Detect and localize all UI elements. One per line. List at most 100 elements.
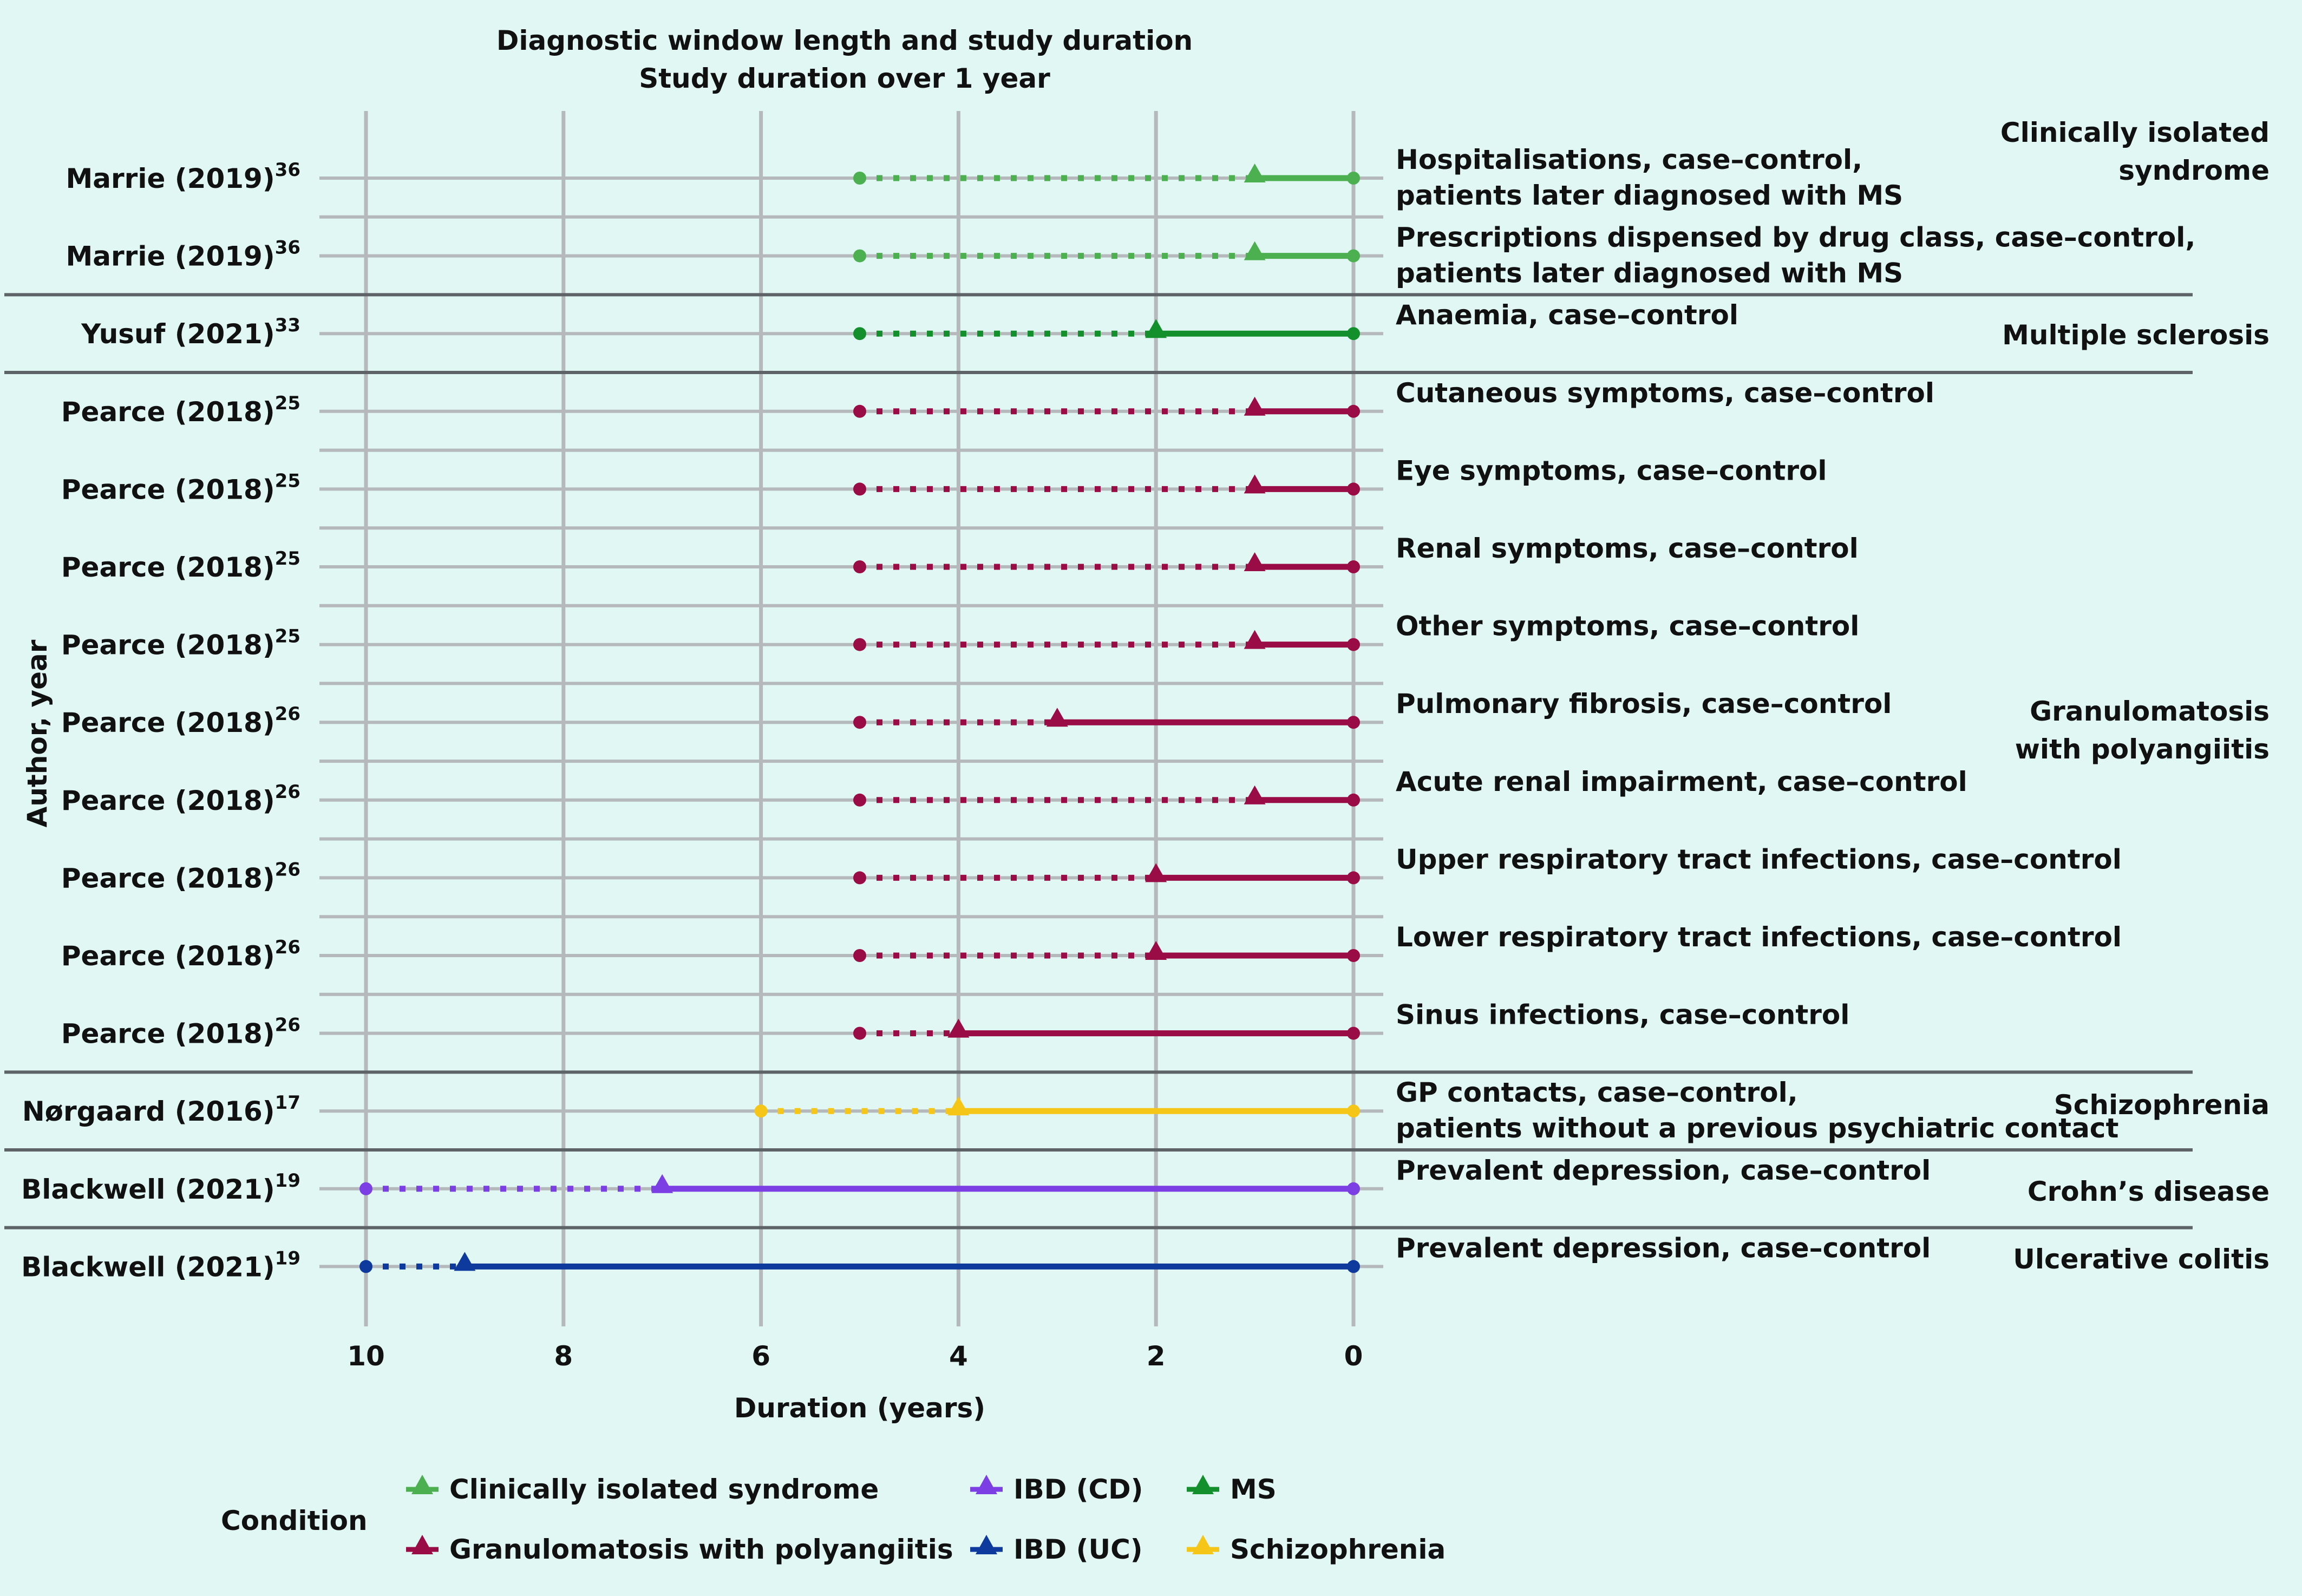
row-description-line: Prevalent depression, case–control bbox=[1396, 1232, 1931, 1264]
group-label: Ulcerative colitis bbox=[2013, 1244, 2270, 1275]
study-start-point bbox=[853, 482, 866, 496]
author-name: Pearce (2018) bbox=[61, 396, 275, 428]
timeline-row: Pearce (2018)26 Sinus infections, case–co… bbox=[61, 999, 1850, 1050]
legend-label: MS bbox=[1230, 1474, 1277, 1505]
legend-label: Schizophrenia bbox=[1230, 1534, 1446, 1565]
x-tick-label: 10 bbox=[347, 1340, 385, 1372]
legend-triangle bbox=[976, 1475, 997, 1494]
window-start-triangle bbox=[1244, 785, 1266, 804]
timeline-row: Blackwell (2021)19 Prevalent depression, … bbox=[21, 1155, 1931, 1205]
timeline-row: Pearce (2018)25 Renal symptoms, case–cont… bbox=[61, 533, 1859, 583]
rows-layer: Marrie (2019)36 Hospitalisations, case–co… bbox=[21, 144, 2195, 1283]
author-name: Pearce (2018) bbox=[61, 785, 275, 816]
author-name: Pearce (2018) bbox=[61, 862, 275, 894]
row-description-line: GP contacts, case–control, bbox=[1396, 1077, 1798, 1108]
author-label: Blackwell (2021)19 bbox=[21, 1247, 300, 1283]
window-start-triangle bbox=[947, 1096, 970, 1116]
timeline-row: Pearce (2018)26 Acute renal impairment, c… bbox=[61, 766, 1967, 816]
row-description: Prescriptions dispensed by drug class, c… bbox=[1396, 222, 2195, 289]
reference-superscript: 19 bbox=[275, 1170, 300, 1192]
row-description-line: Lower respiratory tract infections, case… bbox=[1396, 921, 2122, 953]
author-label: Pearce (2018)25 bbox=[61, 626, 300, 661]
timeline-row: Pearce (2018)25 Cutaneous symptoms, case–… bbox=[61, 377, 1934, 428]
legend-triangle bbox=[1192, 1475, 1214, 1494]
timeline-row: Pearce (2018)26 Lower respiratory tract i… bbox=[61, 921, 2122, 972]
window-start-triangle bbox=[1244, 474, 1266, 494]
group-label-layer: Clinically isolated syndrome Multiple scle… bbox=[2000, 117, 2270, 1275]
x-tick-label: 4 bbox=[949, 1340, 968, 1372]
window-start-triangle bbox=[1244, 163, 1266, 182]
author-label: Marrie (2019)36 bbox=[66, 237, 300, 272]
author-name: Yusuf (2021) bbox=[81, 318, 275, 350]
author-name: Marrie (2019) bbox=[66, 241, 275, 272]
timeline-row: Pearce (2018)25 Other symptoms, case–cont… bbox=[61, 611, 1860, 661]
window-start-triangle bbox=[1244, 552, 1266, 571]
row-description-line: patients without a previous psychiatric … bbox=[1396, 1113, 2118, 1144]
window-start-triangle bbox=[1145, 319, 1167, 338]
study-start-point bbox=[853, 249, 866, 263]
timeline-row: Pearce (2018)26 Pulmonary fibrosis, case–… bbox=[61, 688, 1892, 738]
row-description-line: Prevalent depression, case–control bbox=[1396, 1155, 1931, 1186]
reference-superscript: 26 bbox=[275, 781, 300, 803]
author-label: Marrie (2019)36 bbox=[66, 159, 300, 194]
row-description-line: Hospitalisations, case–control, bbox=[1396, 144, 1862, 175]
reference-superscript: 25 bbox=[275, 548, 300, 570]
study-start-point bbox=[359, 1182, 372, 1195]
reference-superscript: 19 bbox=[275, 1247, 300, 1269]
x-tick-label: 6 bbox=[751, 1340, 770, 1372]
row-description: Pulmonary fibrosis, case–control bbox=[1396, 688, 1892, 719]
legend-item: IBD (CD) bbox=[970, 1474, 1143, 1505]
group-label-line: Clinically isolated bbox=[2000, 117, 2270, 148]
legend-item: Granulomatosis with polyangiitis bbox=[406, 1534, 953, 1565]
window-start-triangle bbox=[1145, 941, 1167, 960]
x-tick-layer: 10 8 6 4 2 0 bbox=[347, 1340, 1363, 1372]
row-description: Sinus infections, case–control bbox=[1396, 999, 1849, 1031]
window-start-triangle bbox=[1244, 241, 1266, 260]
row-description-line: Anaemia, case–control bbox=[1396, 299, 1738, 331]
timeline-row: Blackwell (2021)19 Prevalent depression, … bbox=[21, 1232, 1931, 1283]
group-label-line: syndrome bbox=[2118, 155, 2270, 186]
author-label: Pearce (2018)26 bbox=[61, 859, 300, 894]
timeline-row: Pearce (2018)26 Upper respiratory tract i… bbox=[61, 843, 2122, 894]
author-label: Pearce (2018)26 bbox=[61, 1015, 300, 1050]
reference-superscript: 25 bbox=[275, 626, 300, 647]
group-label: Clinically isolated syndrome bbox=[2000, 117, 2270, 186]
row-description-line: Sinus infections, case–control bbox=[1396, 999, 1849, 1031]
reference-superscript: 17 bbox=[275, 1092, 300, 1114]
legend-layer: Clinically isolated syndrome Granulomatos… bbox=[406, 1474, 1446, 1565]
end-point bbox=[1347, 949, 1360, 962]
row-description: Lower respiratory tract infections, case… bbox=[1396, 921, 2122, 953]
study-start-point bbox=[853, 1026, 866, 1040]
study-start-point bbox=[853, 949, 866, 962]
end-point bbox=[1347, 560, 1360, 573]
end-point bbox=[1347, 638, 1360, 651]
reference-superscript: 36 bbox=[275, 159, 300, 181]
study-start-point bbox=[853, 871, 866, 885]
window-start-triangle bbox=[1244, 630, 1266, 649]
author-label: Blackwell (2021)19 bbox=[21, 1170, 300, 1205]
end-point bbox=[1347, 1182, 1360, 1195]
author-name: Marrie (2019) bbox=[66, 163, 275, 194]
group-label: Granulomatosis with polyangiitis bbox=[2015, 696, 2270, 765]
reference-superscript: 26 bbox=[275, 937, 300, 958]
group-label-line: Schizophrenia bbox=[2054, 1089, 2270, 1121]
end-point bbox=[1347, 482, 1360, 496]
timeline-row: Yusuf (2021)33 Anaemia, case–control bbox=[81, 299, 1738, 350]
study-start-point bbox=[359, 1260, 372, 1273]
author-name: Pearce (2018) bbox=[61, 630, 275, 661]
legend-triangle bbox=[976, 1535, 997, 1554]
author-label: Pearce (2018)25 bbox=[61, 393, 300, 428]
x-tick-label: 0 bbox=[1344, 1340, 1363, 1372]
study-start-point bbox=[853, 716, 866, 729]
author-name: Nørgaard (2016) bbox=[22, 1096, 275, 1127]
legend-label: IBD (CD) bbox=[1013, 1474, 1143, 1505]
row-description-line: Prescriptions dispensed by drug class, c… bbox=[1396, 222, 2195, 253]
reference-superscript: 25 bbox=[275, 393, 300, 414]
window-start-triangle bbox=[454, 1252, 476, 1271]
chart-subtitle: Study duration over 1 year bbox=[639, 63, 1050, 94]
end-point bbox=[1347, 404, 1360, 418]
study-start-point bbox=[853, 404, 866, 418]
row-description-line: Eye symptoms, case–control bbox=[1396, 455, 1827, 486]
legend-triangle bbox=[411, 1535, 433, 1554]
